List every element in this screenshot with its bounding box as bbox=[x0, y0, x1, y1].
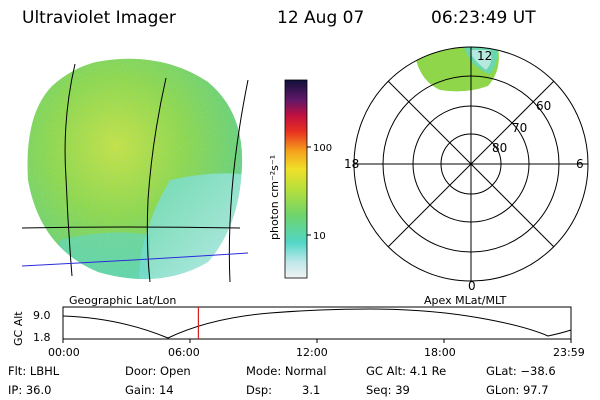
altitude-plot-frame bbox=[62, 306, 572, 340]
mlat-label-60: 60 bbox=[536, 99, 551, 113]
ytick-bottom: 1.8 bbox=[33, 331, 51, 344]
status-dsp-value: 3.1 bbox=[302, 383, 321, 397]
status-flt: Flt: LBHL bbox=[8, 364, 60, 378]
status-seq: Seq: 39 bbox=[366, 383, 410, 397]
mlt-label-0: 0 bbox=[468, 279, 476, 293]
status-mode: Mode: Normal bbox=[246, 364, 327, 378]
time-label: 06:23:49 UT bbox=[431, 8, 536, 28]
status-ip: IP: 36.0 bbox=[8, 383, 52, 397]
colorbar-gradient bbox=[284, 79, 308, 279]
mlat-label-70: 70 bbox=[512, 121, 527, 135]
xtick-0600: 06:00 bbox=[168, 346, 200, 359]
status-glat: GLat: −38.6 bbox=[486, 364, 556, 378]
status-glon: GLon: 97.7 bbox=[486, 383, 549, 397]
xtick-2359: 23:59 bbox=[553, 346, 585, 359]
mlt-label-6: 6 bbox=[576, 157, 584, 171]
status-gain: Gain: 14 bbox=[125, 383, 174, 397]
colorbar-tick-10: 10 bbox=[313, 231, 326, 242]
mlt-label-12: 12 bbox=[477, 49, 492, 63]
ytick-top: 9.0 bbox=[33, 309, 51, 322]
colorbar-tick-100: 100 bbox=[313, 143, 332, 154]
status-door: Door: Open bbox=[125, 364, 191, 378]
parallel-line bbox=[21, 226, 241, 229]
xtick-1200: 12:00 bbox=[296, 346, 328, 359]
altitude-ylabel: GC Alt bbox=[12, 311, 25, 346]
xtick-0000: 00:00 bbox=[48, 346, 80, 359]
terminator-line bbox=[21, 252, 249, 267]
status-dsp-label: Dsp: bbox=[246, 383, 273, 397]
polar-panel-label: Apex MLat/MLT bbox=[424, 294, 507, 307]
xtick-1800: 18:00 bbox=[424, 346, 456, 359]
instrument-title: Ultraviolet Imager bbox=[22, 8, 176, 28]
meridian-line bbox=[146, 77, 167, 283]
meridian-line bbox=[64, 63, 76, 277]
colorbar-unit-label: photon cm⁻²s⁻¹ bbox=[268, 155, 281, 240]
geo-panel-label: Geographic Lat/Lon bbox=[69, 294, 177, 307]
mlat-label-80: 80 bbox=[492, 141, 507, 155]
date-label: 12 Aug 07 bbox=[277, 8, 365, 28]
mlt-label-18: 18 bbox=[344, 157, 359, 171]
altitude-curve bbox=[62, 308, 572, 339]
status-gc-alt: GC Alt: 4.1 Re bbox=[366, 364, 447, 378]
